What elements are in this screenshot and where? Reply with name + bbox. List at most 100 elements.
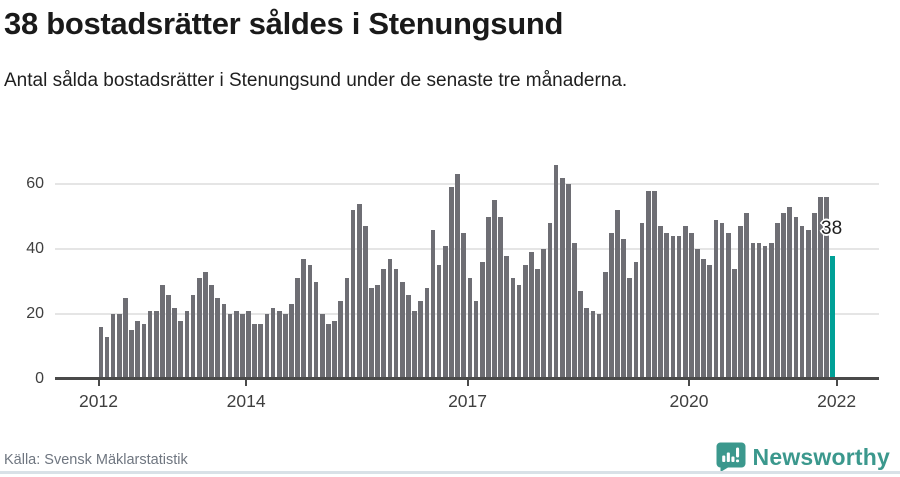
bar [510,278,516,379]
bar [289,304,294,379]
bar [239,314,245,379]
x-tick-mark [466,379,469,386]
bar [227,314,233,379]
bar [818,197,823,379]
bar [375,284,380,379]
bar [572,242,577,379]
bar [338,301,344,379]
bar [688,232,694,379]
bar [258,323,264,379]
bar [639,223,645,379]
bar [707,265,713,379]
bar [129,330,134,379]
bar [98,327,104,379]
bar [233,310,239,379]
x-axis-line [55,377,879,380]
bar [104,336,110,379]
bar [805,229,811,379]
bar [584,307,590,379]
bar [350,210,356,379]
bar [246,310,251,379]
bar [418,301,424,379]
bar [596,314,602,379]
y-tick-label: 40 [26,240,44,257]
bar [516,284,522,379]
bar [652,190,657,379]
gridline [55,248,879,250]
gridline [55,313,879,315]
bar [203,271,208,379]
bar [442,245,448,379]
bar [775,223,780,379]
bar [196,278,202,379]
x-tick-mark [687,379,690,386]
bar [633,262,639,379]
x-tick-mark [97,379,100,386]
bar [609,232,614,379]
bar [123,297,128,379]
bar [498,216,503,379]
bar [430,229,436,379]
bar [369,288,374,379]
bar [436,265,442,379]
bar [565,184,571,379]
y-tick-label: 0 [35,370,44,387]
bar [701,258,706,379]
x-tick-mark [835,379,838,386]
bar [670,236,676,379]
bar [682,226,688,379]
bar [713,219,719,379]
bottom-border [0,471,900,474]
bar [658,226,663,379]
bar [738,226,743,379]
bar [602,271,608,379]
x-tick-label: 2022 [817,391,857,411]
bar [209,284,214,379]
bar [676,236,682,379]
y-tick-label: 20 [26,305,44,322]
bar [486,216,491,379]
bar [522,265,528,379]
bar [719,223,725,379]
bar [787,206,793,379]
bar [387,258,393,379]
bar [461,232,467,379]
newsworthy-badge-icon [716,442,746,472]
bar [264,314,270,379]
bar [455,174,460,379]
bar [307,265,313,379]
highlighted-bar [830,255,836,379]
bar [190,294,196,379]
bar [492,200,497,379]
bar [160,284,165,379]
bar [664,232,670,379]
bar [424,288,430,379]
x-tick-label: 2014 [226,391,266,411]
bar [695,249,700,379]
bar [326,323,331,379]
bar [535,268,540,379]
x-tick-mark [245,379,248,386]
bar [393,268,399,379]
bar [270,307,276,379]
bar [221,304,227,379]
bar [744,213,750,379]
x-tick-label: 2012 [79,391,118,411]
bar [768,242,774,379]
bar [184,310,190,379]
chart-title: 38 bostadsrätter såldes i Stenungsund [4,6,564,41]
bar [412,310,417,379]
bar [319,314,325,379]
bar [750,242,756,379]
bar [141,323,147,379]
bar [172,307,177,379]
bar [178,320,184,379]
y-tick-label: 60 [26,175,44,192]
bar [812,213,817,379]
bar [381,268,387,379]
bar [252,323,257,379]
bar [547,223,553,379]
bar [276,310,282,379]
